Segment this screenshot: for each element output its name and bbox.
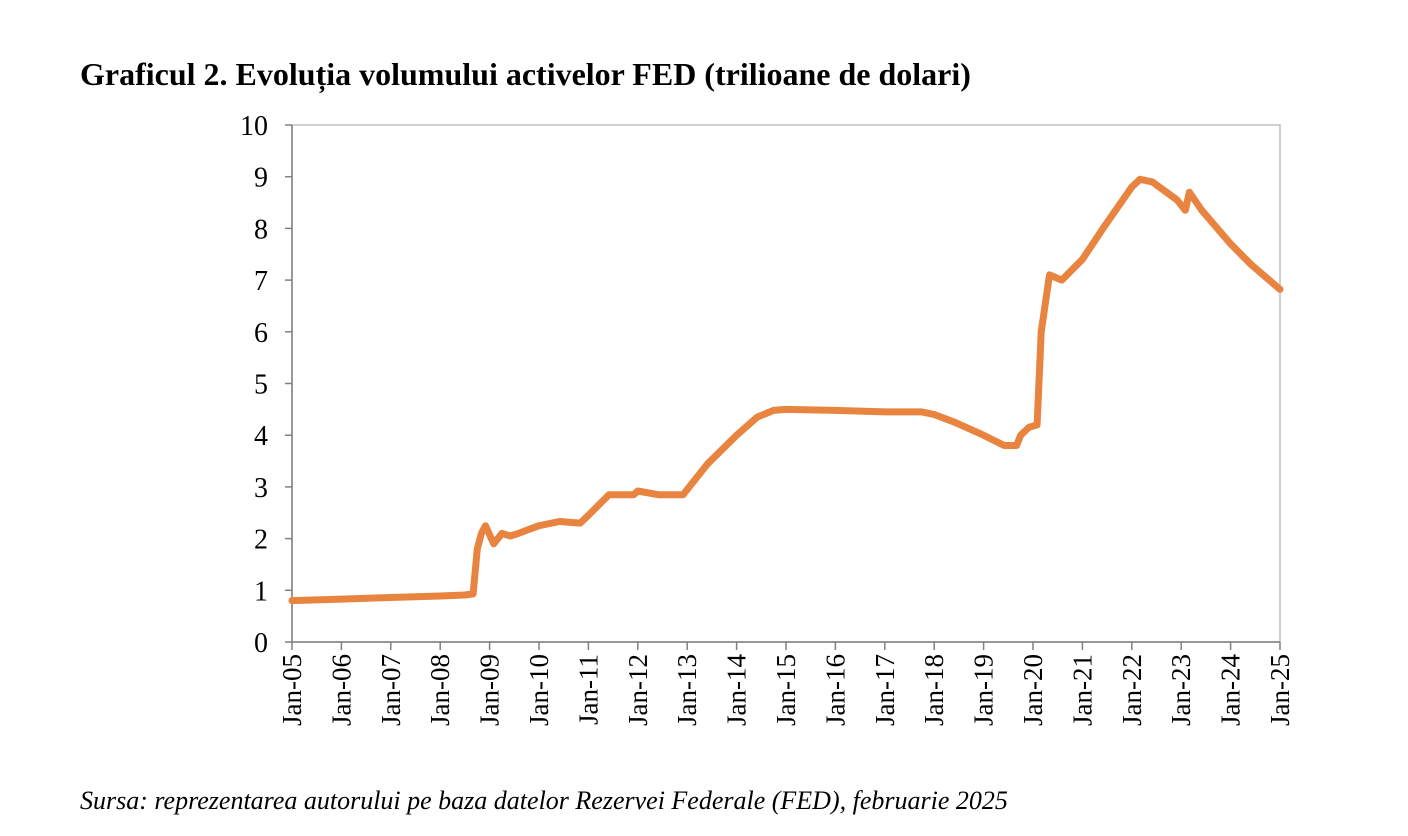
y-ticks: 0 1 2 3 4 5 6 7 8 9 10 [240, 111, 292, 659]
y-tick-label: 3 [254, 473, 268, 504]
x-tick-label: Jan-24 [1216, 654, 1246, 726]
y-tick-label: 4 [254, 421, 268, 452]
x-tick-label: Jan-08 [425, 654, 455, 726]
series-line-fed-assets [288, 175, 1284, 605]
x-tick-label: Jan-13 [672, 654, 702, 726]
y-tick-label: 10 [240, 111, 268, 142]
x-tick-label: Jan-09 [475, 654, 505, 726]
x-tick-label: Jan-23 [1166, 654, 1196, 726]
y-tick-label: 1 [254, 576, 268, 607]
chart-title: Graficul 2. Evoluția volumului activelor… [80, 56, 971, 92]
source-note: Sursa: reprezentarea autorului pe baza d… [80, 786, 1008, 815]
x-tick-label: Jan-11 [573, 654, 603, 725]
y-tick-label: 0 [254, 628, 268, 659]
y-tick-label: 8 [254, 214, 268, 245]
x-tick-label: Jan-10 [524, 654, 554, 726]
plot-area-frame [291, 124, 1281, 643]
x-tick-label: Jan-21 [1067, 654, 1097, 726]
y-tick-label: 5 [254, 370, 268, 401]
x-tick-label: Jan-14 [722, 654, 752, 726]
y-tick-label: 7 [254, 266, 268, 297]
x-tick-label: Jan-20 [1018, 654, 1048, 726]
y-tick-label: 2 [254, 525, 268, 556]
x-tick-label: Jan-18 [919, 654, 949, 726]
x-tick-label: Jan-17 [870, 654, 900, 726]
x-tick-label: Jan-16 [820, 654, 850, 726]
x-tick-label: Jan-05 [277, 654, 307, 726]
x-tick-label: Jan-15 [771, 654, 801, 726]
y-tick-label: 6 [254, 318, 268, 349]
x-tick-label: Jan-07 [376, 654, 406, 726]
x-tick-label: Jan-25 [1265, 654, 1295, 726]
x-tick-label: Jan-19 [969, 654, 999, 726]
x-tick-label: Jan-22 [1117, 654, 1147, 726]
x-tick-label: Jan-12 [623, 654, 653, 726]
x-tick-label: Jan-06 [326, 654, 356, 726]
x-ticks: Jan-05 Jan-06 Jan-07 Jan-08 Jan-09 Jan-10 Jan-… [277, 642, 1295, 726]
y-tick-label: 9 [254, 163, 268, 194]
